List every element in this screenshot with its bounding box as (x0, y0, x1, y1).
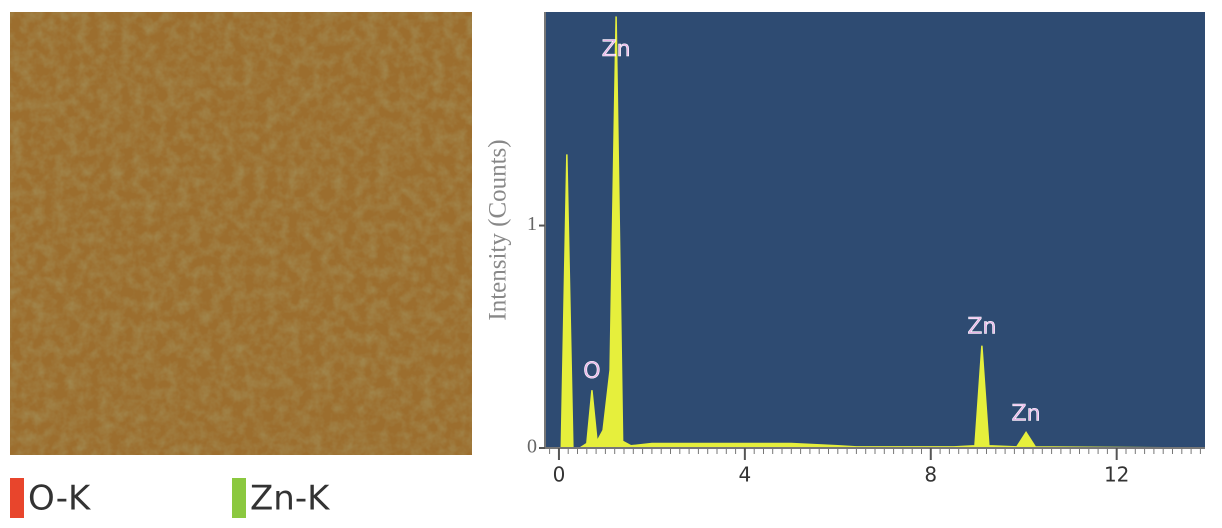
y-tick-label: 1 (527, 213, 537, 235)
x-tick-label: 12 (1104, 463, 1129, 487)
figure: Intensity (Counts) 0 4 8 12 0 1 Zn O Zn Zn O-K Zn-K (0, 0, 1222, 524)
legend-label: O-K (28, 479, 92, 519)
peak-label: Zn (967, 315, 996, 340)
plot-background (545, 12, 1205, 448)
y-tick-label: 0 (527, 436, 537, 458)
peak-label: O (583, 359, 600, 384)
x-tick-label: 4 (738, 463, 751, 487)
legend-label: Zn-K (250, 479, 331, 519)
peak-label: Zn (1012, 401, 1041, 426)
element-map-texture (10, 12, 472, 455)
y-axis-label: Intensity (Counts) (485, 139, 512, 320)
peak-label: Zn (602, 37, 631, 62)
page: {"chart_data": {"type": "area", "ylabel"… (0, 0, 1222, 528)
x-tick-label: 0 (553, 463, 566, 487)
x-tick-label: 8 (924, 463, 937, 487)
legend-swatch (232, 478, 246, 518)
legend-swatch (10, 478, 24, 518)
